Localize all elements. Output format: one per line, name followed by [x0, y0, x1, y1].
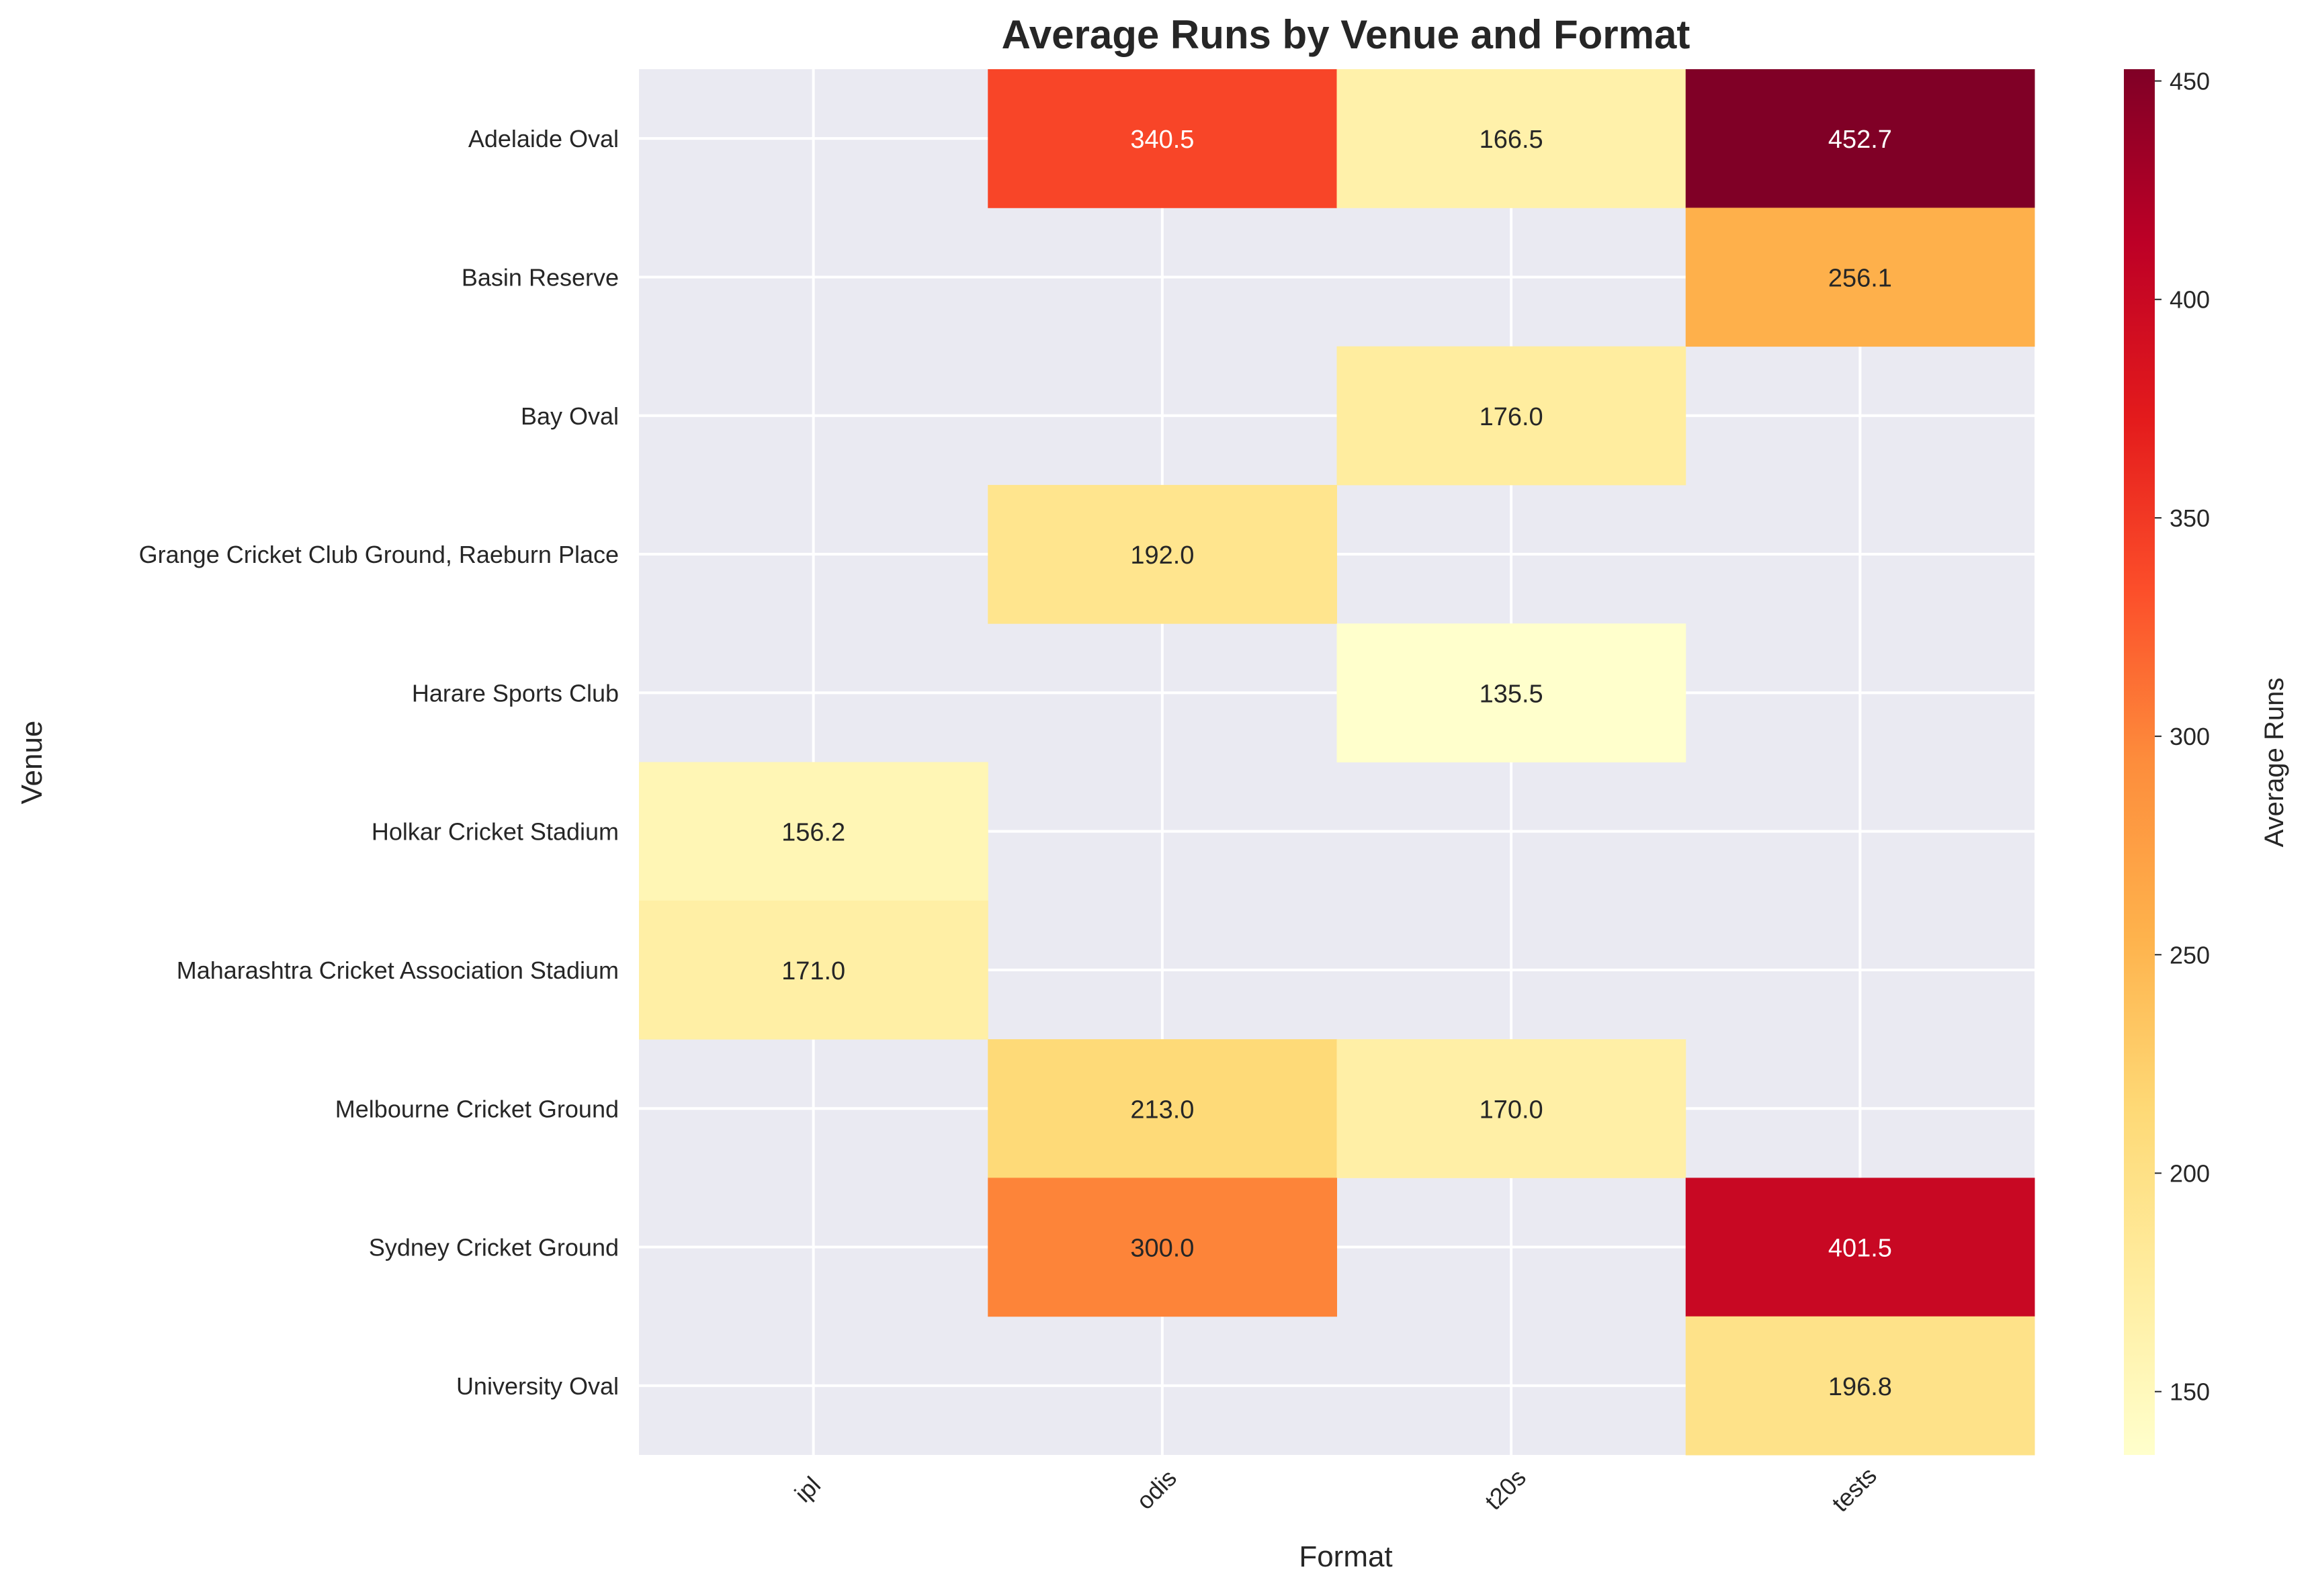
cell-value-label: 156.2	[781, 819, 845, 847]
colorbar-tick-label: 200	[2170, 1160, 2210, 1188]
colorbar-tick-label: 400	[2170, 286, 2210, 314]
heatmap-cells: 340.5 166.5 452.7 256.1 176.0 192.0 135.5 156.2…	[639, 69, 2035, 1456]
heatmap-cell-adelaide-oval-tests	[1685, 69, 2035, 208]
colorbar-label: Average Runs	[2260, 678, 2289, 848]
y-tick-labels: Adelaide Oval Basin Reserve Bay Oval Grange…	[139, 125, 619, 1400]
heatmap-cell-basin-reserve-tests	[1685, 208, 2035, 347]
y-tick-label-grange-cricket-club-ground-raeburn-place: Grange Cricket Club Ground, Raeburn Plac…	[139, 541, 619, 568]
colorbar-tick-label: 150	[2170, 1378, 2210, 1406]
y-tick-label-basin-reserve: Basin Reserve	[462, 263, 619, 291]
y-tick-label-adelaide-oval: Adelaide Oval	[468, 125, 619, 152]
chart-title: Average Runs by Venue and Format	[1002, 12, 1690, 57]
colorbar-tick-label: 350	[2170, 504, 2210, 532]
cell-value-label: 192.0	[1130, 541, 1194, 570]
cell-value-label: 256.1	[1828, 264, 1892, 292]
cell-value-label: 340.5	[1130, 126, 1194, 154]
cell-value-label: 452.7	[1828, 126, 1892, 154]
heatmap-cell-melbourne-cricket-ground-t20s	[1336, 1039, 1686, 1178]
y-tick-label-maharashtra-cricket-association-stadium: Maharashtra Cricket Association Stadium	[177, 957, 619, 984]
cell-value-label: 171.0	[781, 957, 845, 985]
colorbar-tick-label: 300	[2170, 723, 2210, 750]
heatmap-cell-maharashtra-cricket-association-stadium-ipl	[639, 900, 988, 1040]
heatmap-cell-melbourne-cricket-ground-odis	[988, 1039, 1337, 1178]
colorbar-gradient	[2124, 69, 2155, 1455]
cell-value-label: 166.5	[1480, 126, 1543, 154]
heatmap-cell-grange-cricket-club-ground-raeburn-place-odis	[988, 484, 1337, 624]
heatmap-cell-adelaide-oval-odis	[988, 69, 1337, 208]
y-tick-label-holkar-cricket-stadium: Holkar Cricket Stadium	[372, 818, 619, 846]
y-axis-label: Venue	[15, 721, 48, 805]
y-tick-label-university-oval: University Oval	[456, 1372, 619, 1400]
colorbar-tick-label: 450	[2170, 68, 2210, 95]
cell-value-label: 213.0	[1130, 1096, 1194, 1124]
colorbar-tick-label: 250	[2170, 941, 2210, 969]
y-tick-label-bay-oval: Bay Oval	[521, 402, 619, 430]
cell-value-label: 300.0	[1130, 1235, 1194, 1263]
heatmap-cell-adelaide-oval-t20s	[1336, 69, 1686, 208]
y-tick-label-sydney-cricket-ground: Sydney Cricket Ground	[369, 1234, 619, 1261]
cell-value-label: 401.5	[1828, 1235, 1892, 1263]
heatmap-cell-sydney-cricket-ground-odis	[988, 1178, 1337, 1317]
cell-value-label: 170.0	[1480, 1096, 1543, 1124]
y-tick-label-melbourne-cricket-ground: Melbourne Cricket Ground	[335, 1095, 619, 1122]
cell-value-label: 176.0	[1480, 403, 1543, 431]
heatmap-cell-university-oval-tests	[1685, 1316, 2035, 1456]
heatmap-cell-harare-sports-club-t20s	[1336, 623, 1686, 762]
heatmap-cell-bay-oval-t20s	[1336, 346, 1686, 486]
x-axis-label: Format	[1299, 1540, 1392, 1573]
heatmap-cell-sydney-cricket-ground-tests	[1685, 1178, 2035, 1317]
colorbar: 150 200 250 300 350 400 450	[2124, 68, 2210, 1455]
cell-value-label: 135.5	[1480, 680, 1543, 708]
y-tick-label-harare-sports-club: Harare Sports Club	[412, 679, 619, 707]
cell-value-label: 196.8	[1828, 1373, 1892, 1401]
colorbar-ticks: 150 200 250 300 350 400 450	[2155, 68, 2210, 1406]
heatmap-cell-holkar-cricket-stadium-ipl	[639, 762, 988, 901]
